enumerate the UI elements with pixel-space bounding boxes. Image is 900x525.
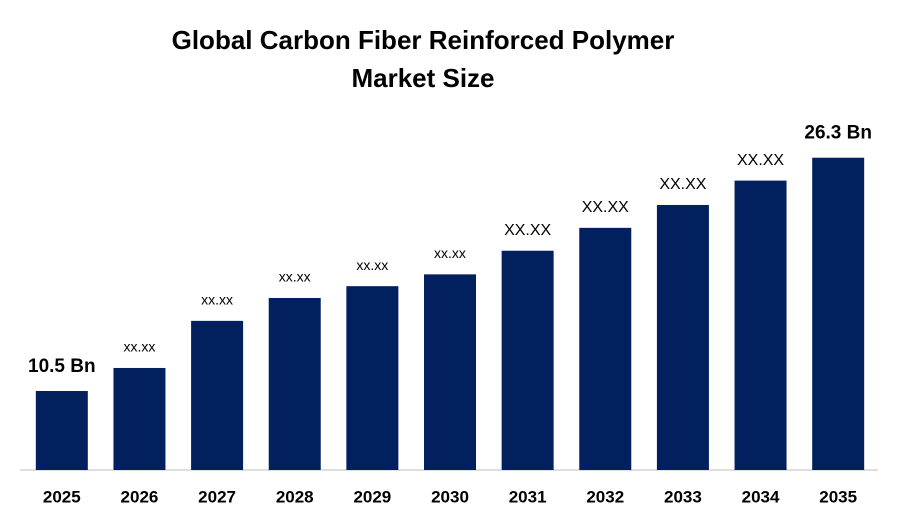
bar [656,204,709,471]
x-tick-label: 2029 [353,487,391,506]
data-label: XX.XX [737,152,784,169]
chart-title: Global Carbon Fiber Reinforced Polymer [172,25,675,55]
data-label: xx.xx [201,292,233,308]
x-tick-label: 2026 [121,487,159,506]
data-label: XX.XX [659,176,706,193]
x-tick-label: 2030 [431,487,469,506]
x-tick-label: 2028 [276,487,314,506]
bar [501,250,554,470]
data-label: xx.xx [356,257,388,273]
bar [268,297,321,470]
x-tick-label: 2035 [819,487,857,506]
bar [35,391,88,470]
x-tick-label: 2034 [742,487,780,506]
x-tick-label: 2032 [586,487,624,506]
data-label: xx.xx [279,269,311,285]
data-label: XX.XX [504,222,551,239]
bar [113,367,166,470]
x-tick-label: 2033 [664,487,702,506]
bar [734,180,787,470]
bar [579,227,632,470]
data-label: XX.XX [582,199,629,216]
data-label: xx.xx [124,339,156,355]
bar [424,274,476,470]
data-label: xx.xx [434,245,466,261]
data-label: 26.3 Bn [804,123,872,144]
x-tick-label: 2031 [509,487,547,506]
data-label: 10.5 Bn [28,356,96,377]
bar [346,286,399,470]
x-tick-label: 2025 [43,487,81,506]
bar [812,157,865,470]
bar [191,320,244,470]
x-tick-label: 2027 [198,487,236,506]
chart-title: Market Size [351,63,494,93]
